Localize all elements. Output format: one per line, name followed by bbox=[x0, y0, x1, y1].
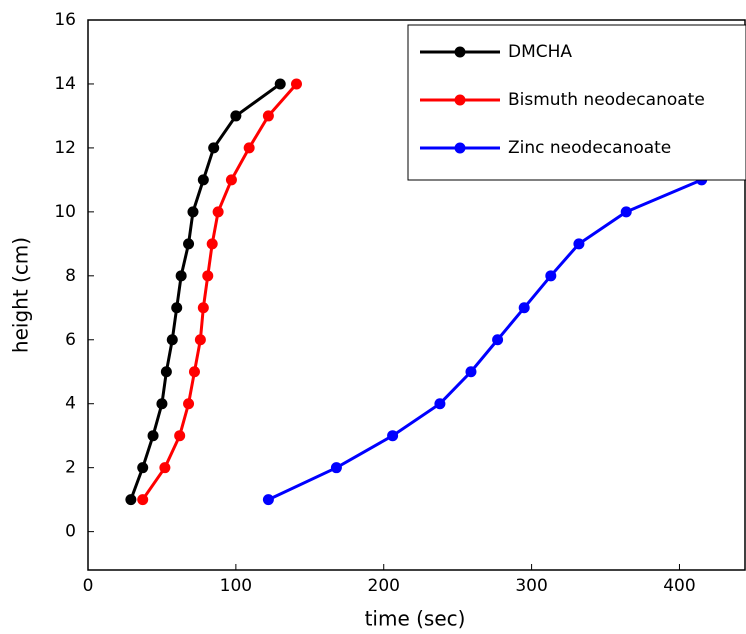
data-point bbox=[290, 78, 302, 90]
y-tick-label: 16 bbox=[54, 10, 76, 30]
series-line bbox=[129, 82, 282, 501]
x-tick-label: 200 bbox=[368, 576, 400, 596]
y-axis-label: height (cm) bbox=[9, 237, 33, 353]
data-point bbox=[262, 494, 274, 506]
legend-label: Bismuth neodecanoate bbox=[508, 90, 705, 110]
legend-marker bbox=[454, 142, 466, 154]
data-point bbox=[330, 462, 342, 474]
series-line bbox=[141, 82, 298, 501]
data-point bbox=[183, 238, 195, 250]
y-tick-label: 14 bbox=[54, 74, 76, 94]
data-point bbox=[137, 462, 149, 474]
data-point bbox=[197, 174, 209, 186]
y-tick-label: 12 bbox=[54, 138, 76, 158]
legend-label: DMCHA bbox=[508, 42, 572, 62]
y-tick-label: 0 bbox=[65, 522, 76, 542]
y-tick-label: 6 bbox=[65, 330, 76, 350]
data-point bbox=[125, 494, 137, 506]
data-point bbox=[187, 206, 199, 218]
data-point bbox=[174, 430, 186, 442]
x-tick-label: 400 bbox=[663, 576, 695, 596]
data-point bbox=[620, 206, 632, 218]
y-tick-label: 4 bbox=[65, 394, 76, 414]
data-point bbox=[518, 302, 530, 314]
y-tick-label: 8 bbox=[65, 266, 76, 286]
data-point bbox=[225, 174, 237, 186]
data-point bbox=[262, 110, 274, 122]
data-point bbox=[434, 398, 446, 410]
data-point bbox=[183, 398, 195, 410]
data-point bbox=[147, 430, 159, 442]
data-point bbox=[171, 302, 183, 314]
legend-label: Zinc neodecanoate bbox=[508, 138, 671, 158]
series-line bbox=[267, 178, 703, 502]
data-point bbox=[492, 334, 504, 346]
data-point bbox=[230, 110, 242, 122]
data-point bbox=[206, 238, 218, 250]
data-point bbox=[197, 302, 209, 314]
x-tick-label: 300 bbox=[515, 576, 547, 596]
data-point bbox=[194, 334, 206, 346]
data-point bbox=[465, 366, 477, 378]
x-tick-label: 0 bbox=[83, 576, 94, 596]
y-tick-label: 2 bbox=[65, 458, 76, 478]
data-point bbox=[166, 334, 178, 346]
x-axis-label: time (sec) bbox=[365, 607, 466, 631]
legend-marker bbox=[454, 46, 466, 58]
data-point bbox=[573, 238, 585, 250]
data-point bbox=[156, 398, 168, 410]
legend-marker bbox=[454, 94, 466, 106]
data-point bbox=[212, 206, 224, 218]
data-point bbox=[159, 462, 171, 474]
y-tick-label: 10 bbox=[54, 202, 76, 222]
data-point bbox=[545, 270, 557, 282]
data-point bbox=[208, 142, 220, 154]
data-point bbox=[387, 430, 399, 442]
data-point bbox=[188, 366, 200, 378]
data-point bbox=[202, 270, 214, 282]
plot-area bbox=[87, 19, 746, 571]
data-point bbox=[160, 366, 172, 378]
data-point bbox=[243, 142, 255, 154]
data-point bbox=[274, 78, 286, 90]
x-tick-label: 100 bbox=[220, 576, 252, 596]
data-point bbox=[137, 494, 149, 506]
data-point bbox=[175, 270, 187, 282]
